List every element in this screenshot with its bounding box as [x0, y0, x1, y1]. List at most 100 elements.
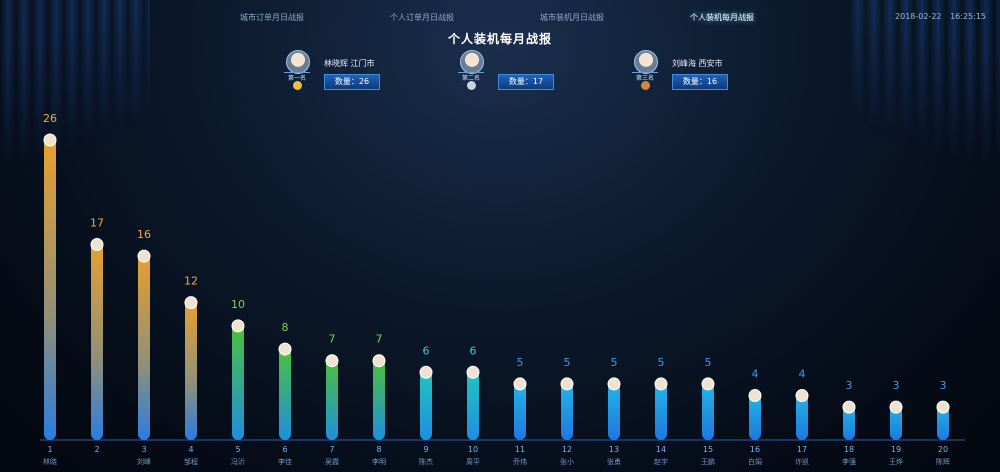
- bar-18: [843, 405, 855, 440]
- page-title: 个人装机每月战报: [447, 32, 552, 46]
- tick-label-18: 18: [844, 445, 854, 454]
- bar-avatar-15: [701, 377, 715, 391]
- data-label-14: 5: [658, 356, 665, 369]
- tick-label-15: 15: [703, 445, 713, 454]
- name-label-15: 王鹏: [701, 457, 715, 466]
- bar-avatar-18: [842, 400, 856, 414]
- bar-6: [279, 347, 291, 440]
- name-label-5: 冯沂: [231, 457, 245, 466]
- data-label-20: 3: [940, 379, 947, 392]
- data-label-13: 5: [611, 356, 618, 369]
- name-label-9: 陈杰: [419, 457, 433, 466]
- tick-label-10: 10: [468, 445, 478, 454]
- tab-personal-installs[interactable]: 个人装机每月战报: [690, 13, 754, 22]
- medal-icon: [641, 81, 650, 90]
- bar-avatar-14: [654, 377, 668, 391]
- date-text: 2018-02-22: [895, 12, 942, 21]
- avatar: [460, 50, 484, 74]
- data-label-3: 16: [137, 228, 151, 241]
- name-label-17: 许凯: [795, 457, 809, 466]
- data-label-10: 6: [470, 344, 477, 357]
- data-label-8: 7: [376, 333, 383, 346]
- bar-avatar-9: [419, 365, 433, 379]
- bar-2: [91, 242, 103, 440]
- tick-label-3: 3: [141, 445, 146, 454]
- data-label-5: 10: [231, 298, 245, 311]
- name-label-19: 王烨: [889, 457, 903, 466]
- data-label-17: 4: [799, 368, 806, 381]
- name-label-16: 白娟: [748, 457, 762, 466]
- data-label-19: 3: [893, 379, 900, 392]
- bar-8: [373, 358, 385, 440]
- bar-20: [937, 405, 949, 440]
- rank-label: 第三名: [632, 72, 658, 82]
- count-badge: 数量：16: [672, 74, 728, 90]
- bar-4: [185, 300, 197, 440]
- avatar: [286, 50, 310, 74]
- data-label-9: 6: [423, 344, 430, 357]
- bar-avatar-17: [795, 389, 809, 403]
- name-label-20: 陈辉: [936, 457, 950, 466]
- time-text: 16:25:15: [950, 12, 986, 21]
- bar-avatar-8: [372, 354, 386, 368]
- data-label-12: 5: [564, 356, 571, 369]
- name-label-1: 林晓: [43, 457, 57, 466]
- name-label-12: 张小: [560, 457, 574, 466]
- tick-label-8: 8: [376, 445, 381, 454]
- bar-avatar-20: [936, 400, 950, 414]
- bar-avatar-5: [231, 319, 245, 333]
- data-label-15: 5: [705, 356, 712, 369]
- tick-label-20: 20: [938, 445, 948, 454]
- name-label-6: 李佳: [278, 457, 292, 466]
- tick-label-12: 12: [562, 445, 572, 454]
- name-label-8: 李明: [372, 457, 386, 466]
- bar-avatar-4: [184, 296, 198, 310]
- tick-label-1: 1: [47, 445, 52, 454]
- tab-city-installs[interactable]: 城市装机月日战报: [540, 13, 604, 22]
- data-label-18: 3: [846, 379, 853, 392]
- bar-9: [420, 370, 432, 440]
- bar-14: [655, 381, 667, 440]
- data-label-1: 26: [43, 112, 57, 125]
- bar-15: [702, 381, 714, 440]
- bar-avatar-10: [466, 365, 480, 379]
- bar-16: [749, 393, 761, 440]
- data-label-16: 4: [752, 368, 759, 381]
- bar-avatar-12: [560, 377, 574, 391]
- bar-3: [138, 254, 150, 440]
- bar-1: [44, 138, 56, 440]
- count-badge: 数量：17: [498, 74, 554, 90]
- medal-icon: [293, 81, 302, 90]
- data-label-11: 5: [517, 356, 524, 369]
- tick-label-5: 5: [235, 445, 240, 454]
- bar-avatar-16: [748, 389, 762, 403]
- name-label-10: 周平: [466, 458, 480, 466]
- tick-label-16: 16: [750, 445, 760, 454]
- datetime-display: 2018-02-22 16:25:15: [889, 12, 986, 21]
- tick-label-6: 6: [282, 445, 287, 454]
- bar-avatar-19: [889, 400, 903, 414]
- name-label-14: 赵宇: [654, 457, 668, 466]
- data-label-7: 7: [329, 333, 336, 346]
- name-label-7: 吴霞: [325, 458, 339, 466]
- bar-13: [608, 381, 620, 440]
- bar-17: [796, 393, 808, 440]
- medal-icon: [467, 81, 476, 90]
- tab-bar: 城市订单月日战报 个人订单月日战报 城市装机月日战报 个人装机每月战报: [220, 12, 780, 26]
- data-label-6: 8: [282, 321, 289, 334]
- winner-name: 刘峰海 西安市: [672, 59, 723, 68]
- bar-12: [561, 381, 573, 440]
- tick-label-7: 7: [329, 445, 334, 454]
- rank-label: 第一名: [284, 72, 310, 82]
- avatar: [634, 50, 658, 74]
- name-label-18: 李强: [842, 457, 856, 466]
- tab-personal-orders[interactable]: 个人订单月日战报: [390, 13, 454, 22]
- count-badge: 数量：26: [324, 74, 380, 90]
- tab-city-orders[interactable]: 城市订单月日战报: [240, 13, 304, 22]
- data-label-4: 12: [184, 275, 198, 288]
- bar-avatar-1: [43, 133, 57, 147]
- bar-10: [467, 370, 479, 440]
- tick-label-11: 11: [515, 445, 525, 454]
- name-label-3: 刘峰: [137, 457, 151, 466]
